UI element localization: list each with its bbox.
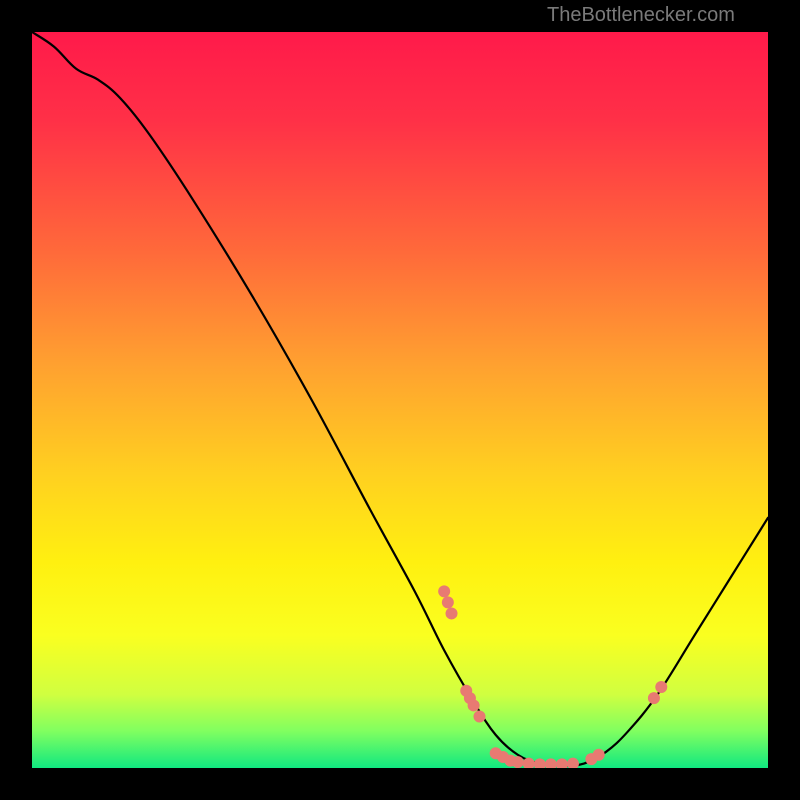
data-marker [534,758,546,770]
data-marker [593,749,605,761]
data-marker [648,692,660,704]
chart-container: TheBottlenecker.com [0,0,800,800]
data-marker [567,758,579,770]
watermark-text: TheBottlenecker.com [547,4,735,27]
data-marker [446,607,458,619]
data-marker [438,585,450,597]
data-marker [442,596,454,608]
data-marker [556,758,568,770]
data-marker [473,710,485,722]
data-marker [655,681,667,693]
data-marker [468,699,480,711]
data-marker [545,758,557,770]
bottleneck-chart [0,0,800,800]
chart-background [32,32,768,768]
data-marker [523,758,535,770]
data-marker [512,756,524,768]
